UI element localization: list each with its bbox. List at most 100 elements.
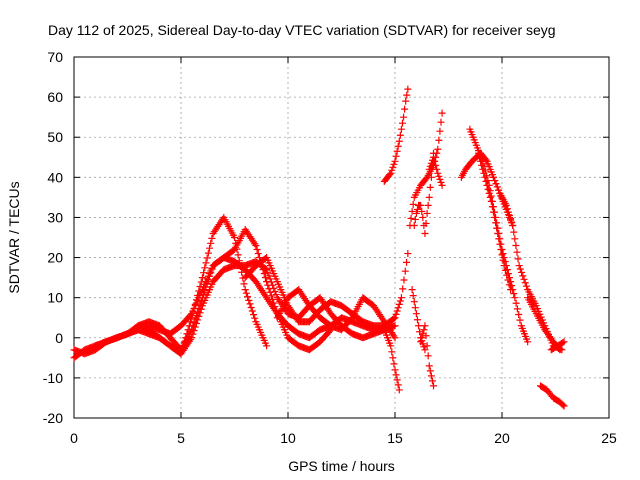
data-point [392,371,400,379]
data-point [400,276,408,284]
data-point [492,180,500,188]
data-point [494,229,502,237]
data-point [202,259,210,267]
data-point [411,215,419,223]
data-point [503,271,511,279]
data-point [420,326,428,334]
data-point [518,268,526,276]
y-tick-label: 50 [47,129,63,145]
data-point [419,213,427,221]
data-point [392,310,400,318]
data-point [261,274,269,282]
data-point [394,142,402,150]
data-point [513,248,521,256]
x-tick-label: 10 [280,430,296,446]
data-point [390,160,398,168]
series-track-1 [70,254,399,358]
data-point [418,334,426,342]
series-track-10 [417,322,438,390]
data-point [207,239,215,247]
axis-ticks: 0 5 10 15 20 25 -20 -10 0 10 20 30 40 50 60 70 [43,49,617,446]
series-track-16 [474,149,515,294]
data-point [191,323,199,331]
data-point [516,316,524,324]
data-point [197,278,205,286]
data-point [234,251,242,259]
x-tick-label: 25 [601,430,617,446]
data-point [413,316,421,324]
data-point [387,342,395,350]
data-point [396,131,404,139]
data-point [267,278,275,286]
y-tick-label: 20 [47,250,63,266]
data-point [500,262,508,270]
data-point [426,183,434,191]
data-point [509,221,517,229]
data-point [560,402,568,410]
data-point [559,339,567,347]
data-point [391,334,399,342]
data-point [436,175,444,183]
data-point [250,311,258,319]
data-point [430,382,438,390]
data-point [395,386,403,394]
series-track-11 [410,149,438,237]
data-point [241,286,249,294]
data-point [484,185,492,193]
data-series [70,85,568,410]
series-track-6 [273,286,399,342]
data-point [391,322,399,330]
data-point [521,279,529,287]
data-point [192,320,200,328]
data-point [422,219,430,227]
data-point [423,342,431,350]
y-tick-label: 40 [47,169,63,185]
data-point [270,284,278,292]
data-point [437,118,445,126]
data-point [254,250,262,258]
data-point [438,181,446,189]
data-point [433,149,441,157]
data-point [269,281,277,289]
data-point [431,157,439,165]
data-point [326,327,334,335]
data-point [409,292,417,300]
data-point [263,266,271,274]
data-point [437,178,445,186]
data-point [510,228,518,236]
data-point [196,283,204,291]
data-point [507,215,515,223]
data-point [404,250,412,258]
series-track-18 [524,294,564,354]
data-point [204,276,212,284]
data-point [425,165,433,173]
data-point [265,272,273,280]
data-point [397,294,405,302]
data-point [505,281,513,289]
data-point [269,295,277,303]
data-point [502,201,510,209]
data-point [474,149,482,157]
data-point [266,288,274,296]
data-point [190,327,198,335]
data-point [390,315,398,323]
data-point [409,200,417,208]
data-point [513,305,521,313]
data-point [424,201,432,209]
data-point [389,354,397,362]
data-point [491,213,499,221]
data-point [267,292,275,300]
data-point [496,240,504,248]
data-point [242,289,250,297]
data-point [499,250,507,258]
data-point [421,229,429,237]
data-point [491,177,499,185]
data-point [400,113,408,121]
data-point [432,161,440,169]
data-point [560,338,568,346]
data-point [483,181,491,189]
data-point [197,305,205,313]
x-tick-label: 20 [494,430,510,446]
y-tick-label: -20 [43,410,63,426]
